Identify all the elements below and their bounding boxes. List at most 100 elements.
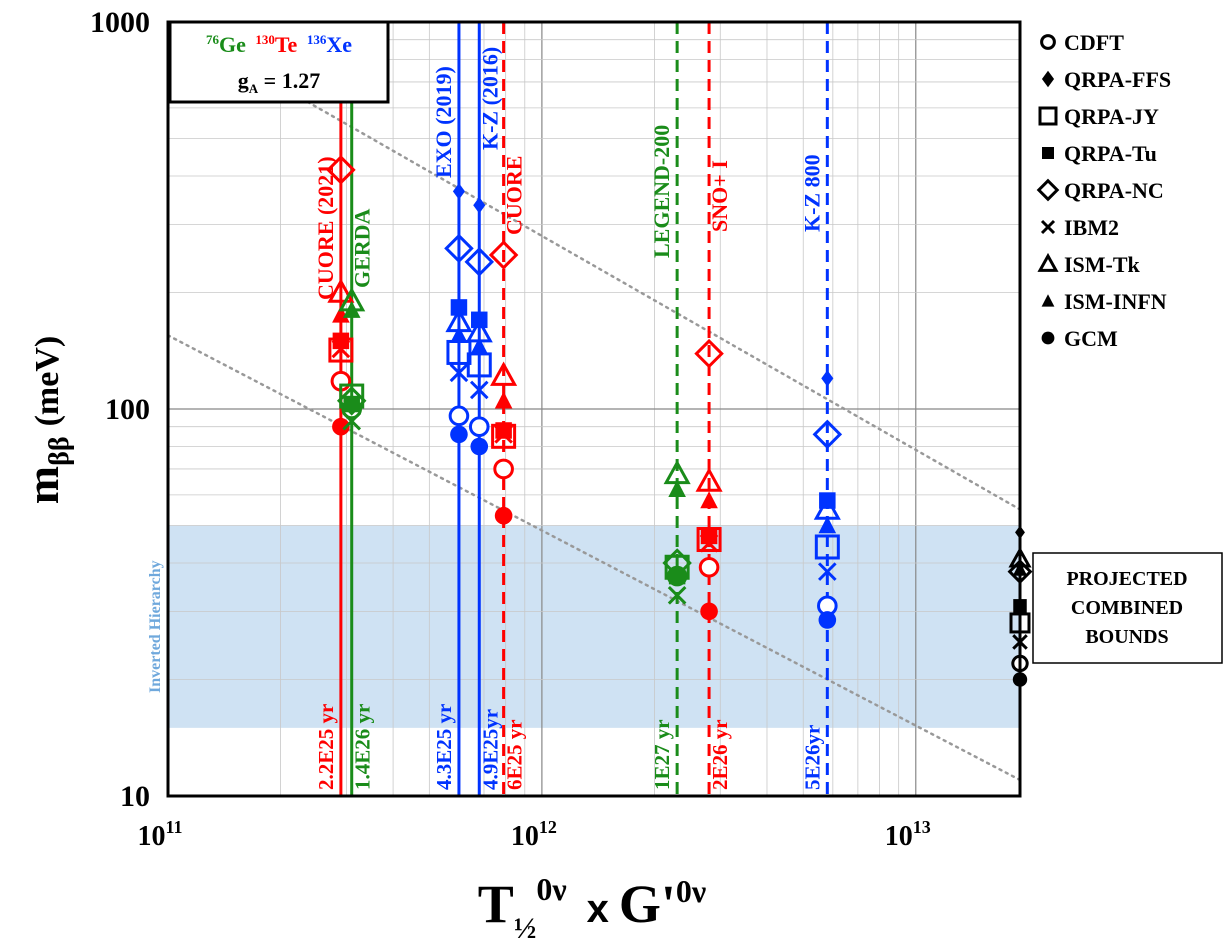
legend-marker-open-square: [1038, 106, 1058, 126]
data-point-diamond-filled: [821, 370, 834, 387]
svg-text:76Ge 130Te 136Xe: 76Ge 130Te 136Xe: [206, 32, 352, 57]
legend: CDFT QRPA-FFS QRPA-JY QRPA-Tu QRPA-NC IBM2 ISM…: [1036, 30, 1171, 351]
experiment-name: LEGEND-200: [649, 125, 674, 258]
data-point-filled-triangle: [470, 337, 489, 355]
data-point-x: [342, 411, 362, 431]
legend-marker-x: [1040, 219, 1056, 235]
data-point-open-circle: [698, 556, 720, 578]
data-point-filled-triangle: [332, 305, 350, 323]
experiment-name: K-Z 800: [799, 154, 824, 232]
data-point-x: [699, 533, 719, 553]
legend-label: QRPA-NC: [1064, 178, 1164, 203]
data-point-filled-square: [332, 332, 350, 350]
experiment-time: 2.2E25 yr: [314, 704, 338, 790]
ge-symbol: Ge: [219, 32, 246, 57]
experiment-time: 4.3E25 yr: [432, 704, 456, 790]
experiment-name: SNO+ I: [707, 160, 732, 232]
experiment-time: 5E26yr: [800, 725, 824, 790]
experiment-time: 2E26 yr: [708, 719, 732, 790]
legend-label: CDFT: [1064, 30, 1124, 55]
svg-text:mββ(meV): mββ (meV): [17, 336, 75, 504]
combined-line-1: PROJECTED: [1066, 568, 1187, 590]
experiment-name: EXO (2019): [431, 66, 456, 178]
data-point-filled-circle: [450, 425, 468, 444]
band-label: Inverted Hierarchy: [147, 560, 164, 693]
experiment-time: 1.4E26 yr: [351, 704, 375, 790]
data-point-open-triangle: [490, 361, 518, 386]
data-point-filled-square: [450, 299, 468, 316]
ga-value: = 1.27: [258, 68, 320, 93]
data-point-filled-triangle: [700, 491, 718, 509]
data-point-filled-square: [668, 567, 686, 585]
legend-marker-open-circle: [1040, 34, 1056, 50]
experiment-time: 6E25 yr: [503, 719, 527, 790]
data-point-filled-triangle: [494, 391, 513, 409]
data-point-filled-triangle: [818, 516, 837, 534]
legend-marker-filled-triangle: [1041, 294, 1055, 307]
data-points: [326, 155, 1033, 687]
experiment-time: 1E27 yr: [650, 719, 674, 790]
legend-marker-diamond-filled: [1041, 70, 1055, 88]
data-point-x: [331, 339, 351, 359]
x-tick-label: 1012: [511, 817, 557, 852]
x-tick-label: 1011: [137, 817, 182, 852]
y-tick-label: 100: [105, 393, 150, 426]
legend-label: ISM-Tk: [1064, 252, 1141, 277]
legend-label: ISM-INFN: [1064, 289, 1167, 314]
ge-mass: 76: [206, 32, 220, 47]
x-tick-label: 1013: [885, 817, 931, 852]
legend-label: QRPA-FFS: [1064, 67, 1171, 92]
plot-frame: [166, 20, 1022, 798]
grid: [167, 22, 1020, 797]
data-point-filled-triangle: [450, 325, 468, 344]
legend-label: QRPA-Tu: [1064, 141, 1157, 166]
data-point-filled-circle: [818, 611, 837, 629]
data-point-open-diamond: [336, 386, 367, 416]
y-axis-label: mββ (meV): [17, 336, 75, 504]
x-label-t: T: [478, 874, 514, 934]
data-point-filled-circle: [332, 417, 350, 436]
data-point-filled-circle: [470, 437, 489, 456]
data-point-open-square: [814, 534, 840, 560]
y-tick-label: 1000: [90, 6, 150, 39]
data-point-open-triangle: [327, 278, 355, 303]
data-point-filled-square: [495, 422, 512, 439]
legend-marker-open-triangle: [1037, 252, 1059, 272]
x-label-half: ½: [514, 912, 537, 945]
legend-label: QRPA-JY: [1064, 104, 1159, 129]
ga-subscript: A: [249, 81, 259, 96]
xe-mass: 136: [307, 32, 327, 47]
y-tick-labels: 10 100 1000: [90, 6, 150, 813]
isotope-box: 76Ge 130Te 136Xe gA = 1.27: [168, 20, 390, 104]
y-label-unit: (meV): [29, 336, 66, 427]
data-point-open-diamond: [488, 240, 519, 270]
x-label-x: x: [587, 887, 609, 931]
x-label-g-sup: 0ν: [676, 873, 706, 909]
data-point-diamond-filled: [452, 183, 465, 200]
ga-symbol: g: [238, 68, 249, 93]
experiment-name: GERDA: [350, 208, 375, 288]
data-point-x: [449, 363, 469, 383]
inverted-hierarchy-band: [168, 525, 1020, 728]
data-point-filled-square: [343, 395, 360, 413]
data-point-open-diamond: [694, 338, 724, 369]
experiment-time: 4.9E25yr: [478, 709, 502, 790]
data-point-x: [667, 586, 687, 605]
combined-line-2: COMBINED: [1071, 597, 1183, 619]
x-tick-labels: 1011 1012 1013: [137, 817, 930, 852]
data-point-diamond-filled: [473, 197, 486, 214]
guide-line: [168, 334, 1020, 782]
data-point-filled-triangle: [342, 300, 361, 318]
experiment-labels: CUORE (2021) 2.2E25 yr GERDA 1.4E26 yr EXO (…: [313, 47, 824, 790]
experiment-name: CUORE: [502, 156, 527, 235]
data-point-open-diamond: [464, 247, 495, 277]
legend-marker-filled-square: [1042, 147, 1054, 159]
x-label-t-sup: 0ν: [536, 871, 566, 907]
xe-symbol: Xe: [326, 32, 352, 57]
experiment-name: CUORE (2021): [313, 156, 338, 300]
combined-bounds-box: PROJECTED COMBINED BOUNDS: [1032, 552, 1223, 664]
te-mass: 130: [255, 32, 275, 47]
x-axis-label: T½0ν x G'0ν: [478, 871, 706, 945]
